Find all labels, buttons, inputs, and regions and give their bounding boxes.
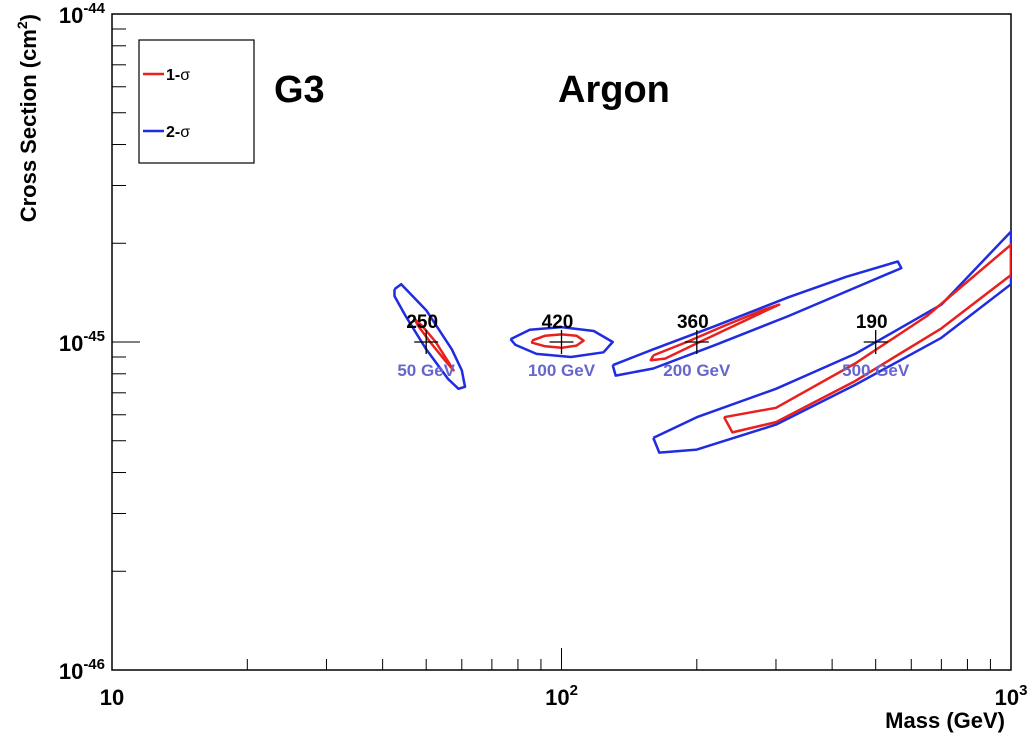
contour-1sigma	[649, 303, 781, 362]
contour-2sigma	[393, 282, 467, 391]
minor-ticks	[112, 28, 991, 670]
legend-label-2sigma: 2-σ	[166, 124, 190, 141]
benchmark-events-label: 420	[542, 312, 574, 333]
x-axis-label: Mass (GeV)	[885, 708, 1005, 733]
contour-1sigma	[723, 243, 1011, 434]
benchmark-mass-label: 100 GeV	[528, 361, 596, 380]
benchmark-events-label: 360	[677, 312, 709, 333]
x-tick-label: 10	[100, 685, 124, 710]
contour-2sigma	[611, 260, 903, 377]
x-tick-label: 102	[545, 682, 578, 710]
contour-2sigma	[509, 325, 614, 359]
annotation-g3: G3	[274, 69, 325, 111]
y-tick-labels: 10-46 10-45 10-44	[59, 0, 106, 684]
benchmark-events-label: 190	[856, 312, 888, 333]
y-tick-label: 10-45	[59, 328, 105, 356]
x-tick-label: 103	[995, 682, 1028, 710]
benchmark-markers: 250 50 GeV 420 100 GeV 360 200 GeV 190 500 GeV	[397, 312, 910, 380]
benchmark-mass-label: 500 GeV	[842, 361, 910, 380]
benchmark-mass-label: 50 GeV	[397, 361, 455, 380]
legend-label-1sigma: 1-σ	[166, 67, 190, 84]
y-axis-label: Cross Section (cm2)	[14, 14, 41, 222]
contour-1sigma	[530, 333, 585, 350]
benchmark-mass-label: 200 GeV	[663, 361, 731, 380]
y-tick-label: 10-46	[59, 656, 105, 684]
x-tick-labels: 10 102 103	[100, 682, 1028, 710]
y-tick-label: 10-44	[59, 0, 106, 28]
annotation-argon: Argon	[558, 69, 670, 111]
benchmark-events-label: 250	[406, 312, 438, 333]
legend-box	[138, 39, 255, 164]
legend: 1-σ 2-σ	[138, 39, 255, 164]
contours	[393, 230, 1011, 454]
contour-2sigma	[652, 230, 1011, 454]
